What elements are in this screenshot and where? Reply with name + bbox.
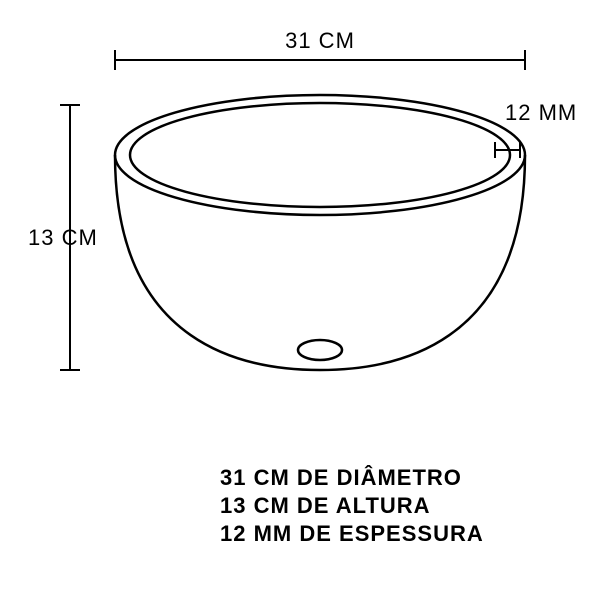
- bowl-rim-outer: [115, 95, 525, 215]
- thickness-label: 12 MM: [505, 100, 577, 125]
- width-label: 31 CM: [285, 28, 355, 53]
- height-label: 13 CM: [28, 225, 98, 250]
- height-dimension: 13 CM: [28, 105, 98, 370]
- dimension-diagram: 31 CM 13 CM 12 MM 31 CM DE DIÂMETRO 13 CM…: [0, 0, 600, 600]
- bowl-body: [115, 155, 525, 370]
- bowl-rim-inner: [130, 103, 510, 207]
- spec-line-0: 31 CM DE DIÂMETRO: [220, 465, 462, 490]
- spec-line-1: 13 CM DE ALTURA: [220, 493, 431, 518]
- spec-line-2: 12 MM DE ESPESSURA: [220, 521, 484, 546]
- bowl-drain: [298, 340, 342, 360]
- thickness-dimension: 12 MM: [495, 100, 577, 158]
- spec-text: 31 CM DE DIÂMETRO 13 CM DE ALTURA 12 MM DE…: [220, 465, 484, 546]
- bowl-illustration: [115, 95, 525, 370]
- width-dimension: 31 CM: [115, 28, 525, 70]
